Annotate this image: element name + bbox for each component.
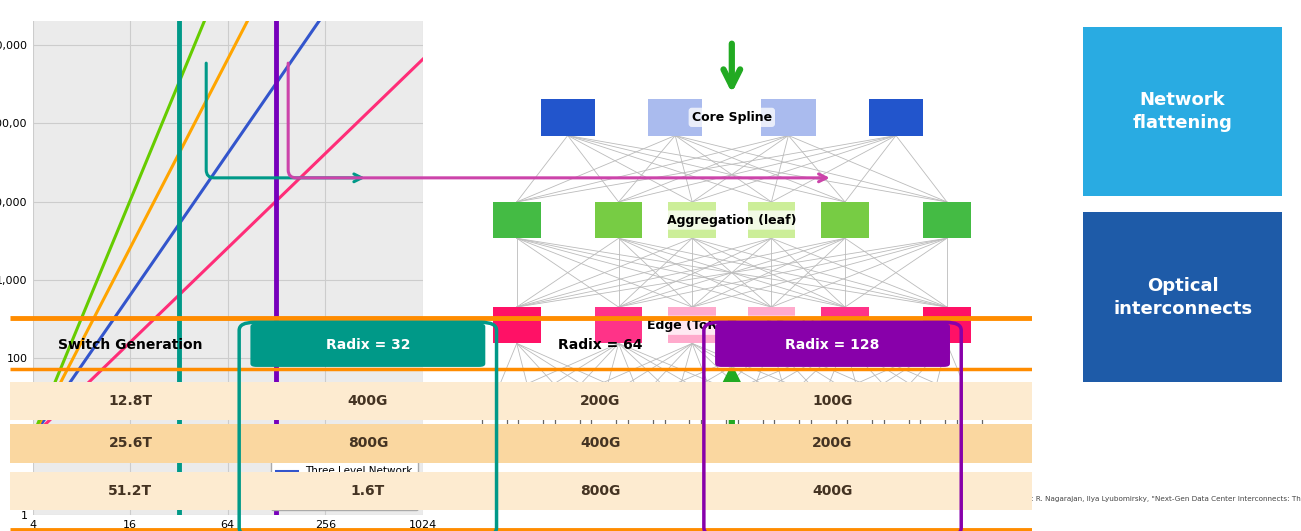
FancyBboxPatch shape xyxy=(493,307,540,344)
FancyBboxPatch shape xyxy=(540,99,595,135)
FancyBboxPatch shape xyxy=(669,307,716,344)
Two Level Network xyxy=(308,159,324,166)
Bar xyxy=(628,398,653,448)
Line: Three Level Network: Three Level Network xyxy=(33,0,423,437)
Text: 400G: 400G xyxy=(347,394,388,408)
Text: 100G: 100G xyxy=(812,394,852,408)
Two Level Network xyxy=(180,284,195,290)
Line: Four Level Network: Four Level Network xyxy=(33,0,423,437)
Five Level Network xyxy=(180,59,195,66)
Text: Radix = 32: Radix = 32 xyxy=(325,338,410,352)
Bar xyxy=(738,398,762,448)
Five Level Network xyxy=(72,320,87,326)
Two Level Network xyxy=(271,196,286,202)
FancyBboxPatch shape xyxy=(924,202,971,238)
FancyBboxPatch shape xyxy=(748,307,795,344)
Bar xyxy=(481,398,506,448)
FancyBboxPatch shape xyxy=(821,307,869,344)
FancyBboxPatch shape xyxy=(821,202,869,238)
Bar xyxy=(811,398,835,448)
Text: 200G: 200G xyxy=(812,436,852,450)
Four Level Network xyxy=(152,187,168,194)
Bar xyxy=(921,398,946,448)
Four Level Network xyxy=(180,134,195,141)
FancyBboxPatch shape xyxy=(595,307,643,344)
Text: -Source Facebook: -Source Facebook xyxy=(921,401,1006,412)
Text: 400G: 400G xyxy=(580,436,621,450)
Text: 1.6T: 1.6T xyxy=(351,484,385,498)
Text: Aggregation (leaf): Aggregation (leaf) xyxy=(667,213,796,227)
Bar xyxy=(774,398,799,448)
Text: Radix = 128: Radix = 128 xyxy=(786,338,879,352)
Three Level Network xyxy=(72,365,87,372)
FancyBboxPatch shape xyxy=(748,202,795,238)
Text: 200G: 200G xyxy=(580,394,621,408)
FancyBboxPatch shape xyxy=(595,202,643,238)
Bar xyxy=(883,398,909,448)
Text: Network
flattening: Network flattening xyxy=(1133,91,1232,132)
Text: Edge (ToR=Top-of-Rack): Edge (ToR=Top-of-Rack) xyxy=(648,319,816,332)
Text: Core Spline: Core Spline xyxy=(692,111,771,124)
Bar xyxy=(847,398,872,448)
Line: Two Level Network: Two Level Network xyxy=(33,59,423,436)
Bar xyxy=(665,398,690,448)
FancyBboxPatch shape xyxy=(716,323,950,367)
Text: Servers: Servers xyxy=(739,429,787,439)
Three Level Network xyxy=(25,434,40,440)
Text: 12.8T: 12.8T xyxy=(108,394,152,408)
Legend: Two Level Network, Three Level Network, Four Level Network, Five Level Network: Two Level Network, Three Level Network, … xyxy=(271,447,418,510)
Two Level Network xyxy=(415,56,431,63)
Text: 25.6T: 25.6T xyxy=(108,436,152,450)
Two Level Network xyxy=(72,388,87,395)
Bar xyxy=(701,398,726,448)
FancyBboxPatch shape xyxy=(761,99,816,135)
FancyBboxPatch shape xyxy=(648,99,703,135)
Five Level Network xyxy=(152,126,168,132)
Bar xyxy=(592,398,617,448)
Bar xyxy=(10,424,1032,463)
Four Level Network xyxy=(72,342,87,349)
Four Level Network xyxy=(25,434,40,440)
Text: Radix = 64: Radix = 64 xyxy=(558,338,643,352)
Text: 400G: 400G xyxy=(812,484,852,498)
Three Level Network xyxy=(152,249,168,255)
Three Level Network xyxy=(271,78,286,84)
Line: Five Level Network: Five Level Network xyxy=(33,0,423,436)
Text: Source: R. Nagarajan, Ilya Lyubomirsky, "Next-Gen Data Center Interconnects: The: Source: R. Nagarajan, Ilya Lyubomirsky, … xyxy=(1006,496,1301,502)
FancyBboxPatch shape xyxy=(493,202,540,238)
Two Level Network xyxy=(307,161,323,167)
Two Level Network xyxy=(25,433,40,440)
Bar xyxy=(518,398,543,448)
Text: 51.2T: 51.2T xyxy=(108,484,152,498)
Three Level Network xyxy=(180,209,195,216)
FancyBboxPatch shape xyxy=(669,202,716,238)
Text: 800G: 800G xyxy=(347,436,388,450)
FancyBboxPatch shape xyxy=(1084,212,1281,382)
FancyBboxPatch shape xyxy=(1084,27,1281,196)
Bar xyxy=(958,398,982,448)
Text: Optical
interconnects: Optical interconnects xyxy=(1114,277,1252,318)
Bar xyxy=(10,472,1032,510)
Bar xyxy=(554,398,580,448)
Three Level Network xyxy=(308,22,324,28)
Text: 800G: 800G xyxy=(580,484,621,498)
Text: Switch Generation: Switch Generation xyxy=(59,338,203,352)
Five Level Network xyxy=(25,433,40,440)
Bar xyxy=(10,382,1032,420)
Two Level Network xyxy=(152,311,168,317)
FancyBboxPatch shape xyxy=(869,99,924,135)
Three Level Network xyxy=(307,25,323,31)
FancyBboxPatch shape xyxy=(924,307,971,344)
FancyBboxPatch shape xyxy=(250,323,485,367)
